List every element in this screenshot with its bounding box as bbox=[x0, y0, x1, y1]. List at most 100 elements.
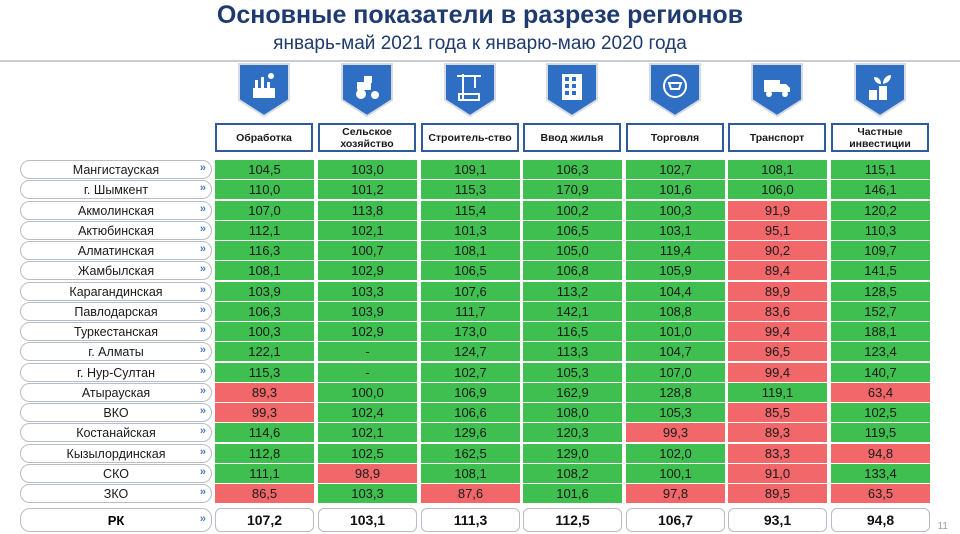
total-cell: 112,5 bbox=[523, 508, 622, 532]
table-cell: 103,3 bbox=[318, 484, 417, 503]
chevron-right-icon: » bbox=[199, 263, 206, 275]
table-cell: 83,6 bbox=[728, 302, 827, 321]
region-name: Костанайская bbox=[76, 425, 156, 440]
region-label: Алматинская » bbox=[20, 241, 212, 260]
table-cell: 115,1 bbox=[831, 160, 930, 179]
page-subtitle: январь-май 2021 года к январю-маю 2020 г… bbox=[273, 33, 687, 54]
table-cell: 108,8 bbox=[626, 302, 725, 321]
table-cell: 114,6 bbox=[215, 423, 314, 442]
column-header: Частные инвестиции bbox=[831, 123, 929, 152]
table-cell: 104,7 bbox=[626, 342, 725, 361]
table-cell: 108,1 bbox=[421, 241, 520, 260]
region-label: Туркестанская » bbox=[20, 322, 212, 341]
chevron-right-icon: » bbox=[199, 243, 206, 255]
table-cell: 100,7 bbox=[318, 241, 417, 260]
region-label: Павлодарская » bbox=[20, 302, 212, 321]
chevron-right-icon: » bbox=[199, 513, 206, 525]
table-cell: 106,0 bbox=[728, 180, 827, 199]
table-cell: 97,8 bbox=[626, 484, 725, 503]
region-label: г. Шымкент » bbox=[20, 180, 212, 199]
table-cell: 108,1 bbox=[215, 261, 314, 280]
table-cell: 83,3 bbox=[728, 444, 827, 463]
table-cell: 108,2 bbox=[523, 464, 622, 483]
column-header: Торговля bbox=[626, 123, 724, 152]
table-cell: 102,9 bbox=[318, 261, 417, 280]
table-cell: 102,7 bbox=[626, 160, 725, 179]
table-cell: 94,8 bbox=[831, 444, 930, 463]
region-name: Кызылординская bbox=[66, 446, 166, 461]
region-label: ЗКО » bbox=[20, 484, 212, 503]
table-cell: 100,3 bbox=[626, 201, 725, 220]
table-cell: 110,3 bbox=[831, 221, 930, 240]
page-title: Основные показатели в разрезе регионов bbox=[216, 1, 744, 29]
chevron-right-icon: » bbox=[199, 405, 206, 417]
table-cell: 128,5 bbox=[831, 282, 930, 301]
table-cell: 103,1 bbox=[626, 221, 725, 240]
table-cell: 120,3 bbox=[523, 423, 622, 442]
table-cell: 152,7 bbox=[831, 302, 930, 321]
table-cell: 100,3 bbox=[215, 322, 314, 341]
table-cell: 100,2 bbox=[523, 201, 622, 220]
chevron-right-icon: » bbox=[199, 466, 206, 478]
table-cell: 106,5 bbox=[523, 221, 622, 240]
region-name: ВКО bbox=[103, 405, 129, 420]
table-cell: 102,5 bbox=[831, 403, 930, 422]
chevron-right-icon: » bbox=[199, 425, 206, 437]
table-cell: 115,3 bbox=[421, 180, 520, 199]
table-cell: 119,4 bbox=[626, 241, 725, 260]
table-cell: 107,0 bbox=[626, 363, 725, 382]
chevron-right-icon: » bbox=[199, 446, 206, 458]
crane-icon bbox=[443, 62, 497, 118]
table-cell: 146,1 bbox=[831, 180, 930, 199]
table-cell: 102,5 bbox=[318, 444, 417, 463]
region-label: Акмолинская » bbox=[20, 201, 212, 220]
table-cell: 115,3 bbox=[215, 363, 314, 382]
chevron-right-icon: » bbox=[199, 324, 206, 336]
table-cell: 100,1 bbox=[626, 464, 725, 483]
cart-icon bbox=[648, 62, 702, 118]
chevron-right-icon: » bbox=[199, 203, 206, 215]
region-label: СКО » bbox=[20, 464, 212, 483]
table-cell: 129,0 bbox=[523, 444, 622, 463]
region-name: Павлодарская bbox=[74, 304, 158, 319]
chevron-right-icon: » bbox=[199, 486, 206, 498]
column-header: Сельское хозяйство bbox=[318, 123, 416, 152]
table-cell: 91,0 bbox=[728, 464, 827, 483]
table-cell: 112,1 bbox=[215, 221, 314, 240]
table-cell: 96,5 bbox=[728, 342, 827, 361]
table-cell: 85,5 bbox=[728, 403, 827, 422]
table-cell: 103,0 bbox=[318, 160, 417, 179]
column-header: Обработка bbox=[215, 123, 313, 152]
table-cell: 103,9 bbox=[318, 302, 417, 321]
total-cell: 107,2 bbox=[215, 508, 314, 532]
table-cell: 104,5 bbox=[215, 160, 314, 179]
table-cell: 106,3 bbox=[523, 160, 622, 179]
table-cell: 90,2 bbox=[728, 241, 827, 260]
tractor-icon bbox=[340, 62, 394, 118]
chevron-right-icon: » bbox=[199, 223, 206, 235]
region-label: ВКО » bbox=[20, 403, 212, 422]
table-cell: - bbox=[318, 363, 417, 382]
table-cell: 113,2 bbox=[523, 282, 622, 301]
table-cell: 170,9 bbox=[523, 180, 622, 199]
table-cell: 99,3 bbox=[215, 403, 314, 422]
table-cell: 109,7 bbox=[831, 241, 930, 260]
table-cell: 119,1 bbox=[728, 383, 827, 402]
total-row-label: РК » bbox=[20, 508, 212, 532]
region-name: Атырауская bbox=[81, 385, 151, 400]
region-label: г. Нур-Султан » bbox=[20, 363, 212, 382]
total-cell: 94,8 bbox=[831, 508, 930, 532]
total-cell: 111,3 bbox=[421, 508, 520, 532]
table-cell: 128,8 bbox=[626, 383, 725, 402]
table-cell: 105,9 bbox=[626, 261, 725, 280]
table-cell: 102,4 bbox=[318, 403, 417, 422]
region-name: Туркестанская bbox=[74, 324, 158, 339]
page-number: 11 bbox=[937, 521, 948, 532]
region-label: Костанайская » bbox=[20, 423, 212, 442]
table-cell: 105,0 bbox=[523, 241, 622, 260]
table-cell: 106,8 bbox=[523, 261, 622, 280]
table-cell: 140,7 bbox=[831, 363, 930, 382]
building-icon bbox=[545, 62, 599, 118]
chevron-right-icon: » bbox=[199, 385, 206, 397]
table-cell: 115,4 bbox=[421, 201, 520, 220]
